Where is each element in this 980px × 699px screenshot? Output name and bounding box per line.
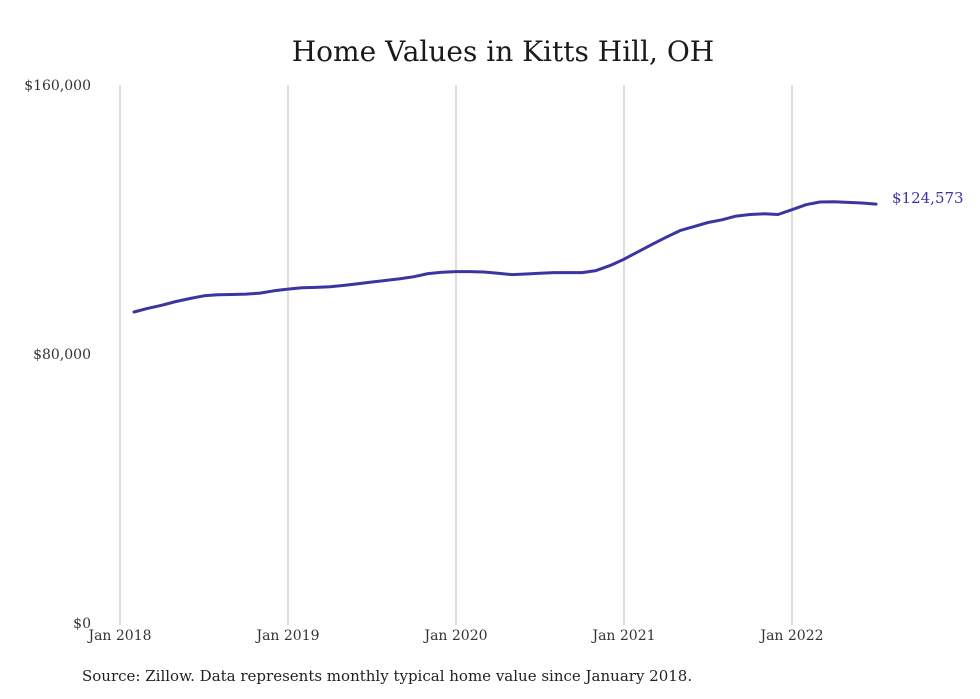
series-group	[132, 200, 878, 314]
x-axis-ticks: Jan 2018 Jan 2019 Jan 2020 Jan 2021 Jan 2022	[86, 628, 823, 644]
series-line-0	[132, 200, 878, 314]
x-tick-label: Jan 2020	[422, 628, 487, 644]
source-note: Source: Zillow. Data represents monthly …	[82, 667, 693, 685]
x-tick-label: Jan 2022	[758, 628, 823, 644]
x-tick-label: Jan 2019	[254, 628, 319, 644]
x-tick-label: Jan 2018	[86, 628, 151, 644]
x-tick-label: Jan 2021	[590, 628, 655, 644]
end-value-label: $124,573	[892, 189, 964, 207]
y-tick-label: $160,000	[24, 78, 91, 94]
gridlines	[119, 85, 793, 625]
y-tick-label: $0	[73, 616, 91, 632]
chart-title: Home Values in Kitts Hill, OH	[292, 35, 714, 68]
y-tick-label: $80,000	[33, 347, 91, 363]
y-axis-ticks: $0 $80,000 $160,000	[24, 78, 91, 632]
